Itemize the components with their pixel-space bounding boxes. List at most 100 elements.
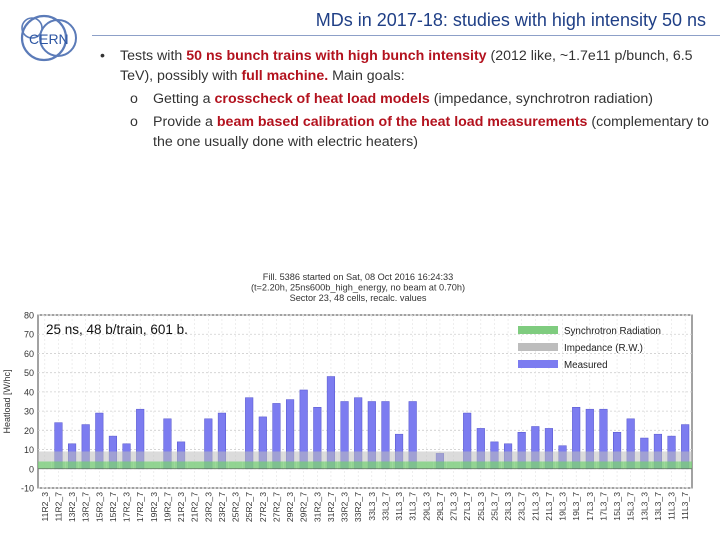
impedance-bar — [270, 451, 284, 461]
sub-bullet-text: Provide a — [153, 114, 217, 130]
heatload-chart-container: Fill. 5386 started on Sat, 08 Oct 2016 1… — [0, 268, 720, 540]
synchrotron-bar — [283, 461, 297, 468]
impedance-bar — [529, 451, 543, 461]
x-tick-label: 33L3_7 — [380, 492, 390, 521]
y-tick-label: 10 — [24, 445, 34, 455]
bullet-highlight-2: full machine. — [241, 68, 328, 84]
legend-swatch — [518, 360, 558, 368]
x-tick-label: 19L3_3 — [558, 492, 568, 521]
x-tick-label: 21L3_7 — [544, 492, 554, 521]
synchrotron-bar — [52, 461, 66, 468]
synchrotron-bar — [420, 461, 434, 468]
impedance-bar — [406, 451, 420, 461]
legend-label: Synchrotron Radiation — [564, 326, 661, 337]
chart-annotation: 25 ns, 48 b/train, 601 b. — [46, 322, 188, 337]
x-tick-label: 21R2_3 — [176, 492, 186, 522]
sub-bullet-text: (impedance, synchrotron radiation) — [430, 91, 653, 107]
bullet-text-1: Tests with — [120, 48, 186, 64]
impedance-bar — [651, 451, 665, 461]
synchrotron-bar — [147, 461, 161, 468]
x-tick-label: 31R2_3 — [312, 492, 322, 522]
synchrotron-bar — [638, 461, 652, 468]
impedance-bar — [311, 451, 325, 461]
impedance-bar — [38, 451, 52, 461]
synchrotron-bar — [311, 461, 325, 468]
x-tick-label: 25L3_7 — [489, 492, 499, 521]
synchrotron-bar — [161, 461, 175, 468]
sub-bullet-marker: o — [130, 89, 138, 109]
synchrotron-bar — [242, 461, 256, 468]
x-tick-label: 31L3_7 — [408, 492, 418, 521]
impedance-bar — [392, 451, 406, 461]
slide-title: MDs in 2017-18: studies with high intens… — [316, 10, 706, 31]
impedance-bar — [488, 451, 502, 461]
synchrotron-bar — [529, 461, 543, 468]
sub-bullet: o Getting a crosscheck of heat load mode… — [100, 89, 710, 109]
x-tick-label: 17R2_7 — [135, 492, 145, 522]
impedance-bar — [447, 451, 461, 461]
x-tick-label: 23R2_7 — [217, 492, 227, 522]
impedance-bar — [242, 451, 256, 461]
synchrotron-bar — [597, 461, 611, 468]
impedance-bar — [324, 451, 338, 461]
impedance-bar — [515, 451, 529, 461]
x-tick-label: 27R2_7 — [271, 492, 281, 522]
x-tick-label: 33L3_3 — [367, 492, 377, 521]
synchrotron-bar — [256, 461, 270, 468]
synchrotron-bar — [460, 461, 474, 468]
x-tick-label: 23L3_3 — [503, 492, 513, 521]
cern-logo: CERN — [8, 6, 94, 70]
synchrotron-bar — [501, 461, 515, 468]
synchrotron-bar — [556, 461, 570, 468]
impedance-bar — [379, 451, 393, 461]
impedance-bar — [351, 451, 365, 461]
synchrotron-bar — [542, 461, 556, 468]
impedance-bar — [106, 451, 120, 461]
synchrotron-bar — [392, 461, 406, 468]
x-tick-label: 25R2_7 — [244, 492, 254, 522]
x-tick-label: 15L3_3 — [612, 492, 622, 521]
y-tick-label: 70 — [24, 330, 34, 340]
x-tick-label: 11R2_7 — [53, 492, 63, 522]
y-tick-label: -10 — [21, 484, 34, 494]
y-tick-label: 50 — [24, 368, 34, 378]
synchrotron-bar — [379, 461, 393, 468]
impedance-bar — [365, 451, 379, 461]
synchrotron-bar — [215, 461, 229, 468]
impedance-bar — [52, 451, 66, 461]
y-tick-label: 30 — [24, 407, 34, 417]
sub-bullet-highlight: beam based calibration of the heat load … — [217, 114, 588, 130]
impedance-bar — [583, 451, 597, 461]
impedance-bar — [433, 451, 447, 461]
impedance-bar — [174, 451, 188, 461]
x-tick-label: 27L3_3 — [449, 492, 459, 521]
chart-title-line: (t=2.20h, 25ns600b_high_energy, no beam … — [251, 283, 465, 293]
x-tick-label: 17L3_7 — [598, 492, 608, 521]
chart-title-line: Sector 23, 48 cells, recalc. values — [290, 293, 427, 303]
x-tick-label: 29R2_7 — [299, 492, 309, 522]
synchrotron-bar — [120, 461, 134, 468]
slide-content: • Tests with 50 ns bunch trains with hig… — [100, 46, 710, 152]
impedance-bar — [215, 451, 229, 461]
impedance-bar — [678, 451, 692, 461]
x-tick-label: 25L3_3 — [476, 492, 486, 521]
impedance-bar — [610, 451, 624, 461]
synchrotron-bar — [174, 461, 188, 468]
synchrotron-bar — [229, 461, 243, 468]
synchrotron-bar — [79, 461, 93, 468]
legend-label: Measured — [564, 360, 608, 371]
synchrotron-bar — [651, 461, 665, 468]
impedance-bar — [93, 451, 107, 461]
x-tick-label: 23L3_7 — [517, 492, 527, 521]
x-tick-label: 17R2_3 — [122, 492, 132, 522]
title-divider — [92, 35, 720, 36]
impedance-bar — [297, 451, 311, 461]
impedance-bar — [460, 451, 474, 461]
synchrotron-bar — [324, 461, 338, 468]
y-tick-label: 0 — [29, 464, 34, 474]
legend-swatch — [518, 343, 558, 351]
synchrotron-bar — [406, 461, 420, 468]
x-tick-label: 33R2_7 — [353, 492, 363, 522]
impedance-bar — [556, 451, 570, 461]
synchrotron-bar — [297, 461, 311, 468]
